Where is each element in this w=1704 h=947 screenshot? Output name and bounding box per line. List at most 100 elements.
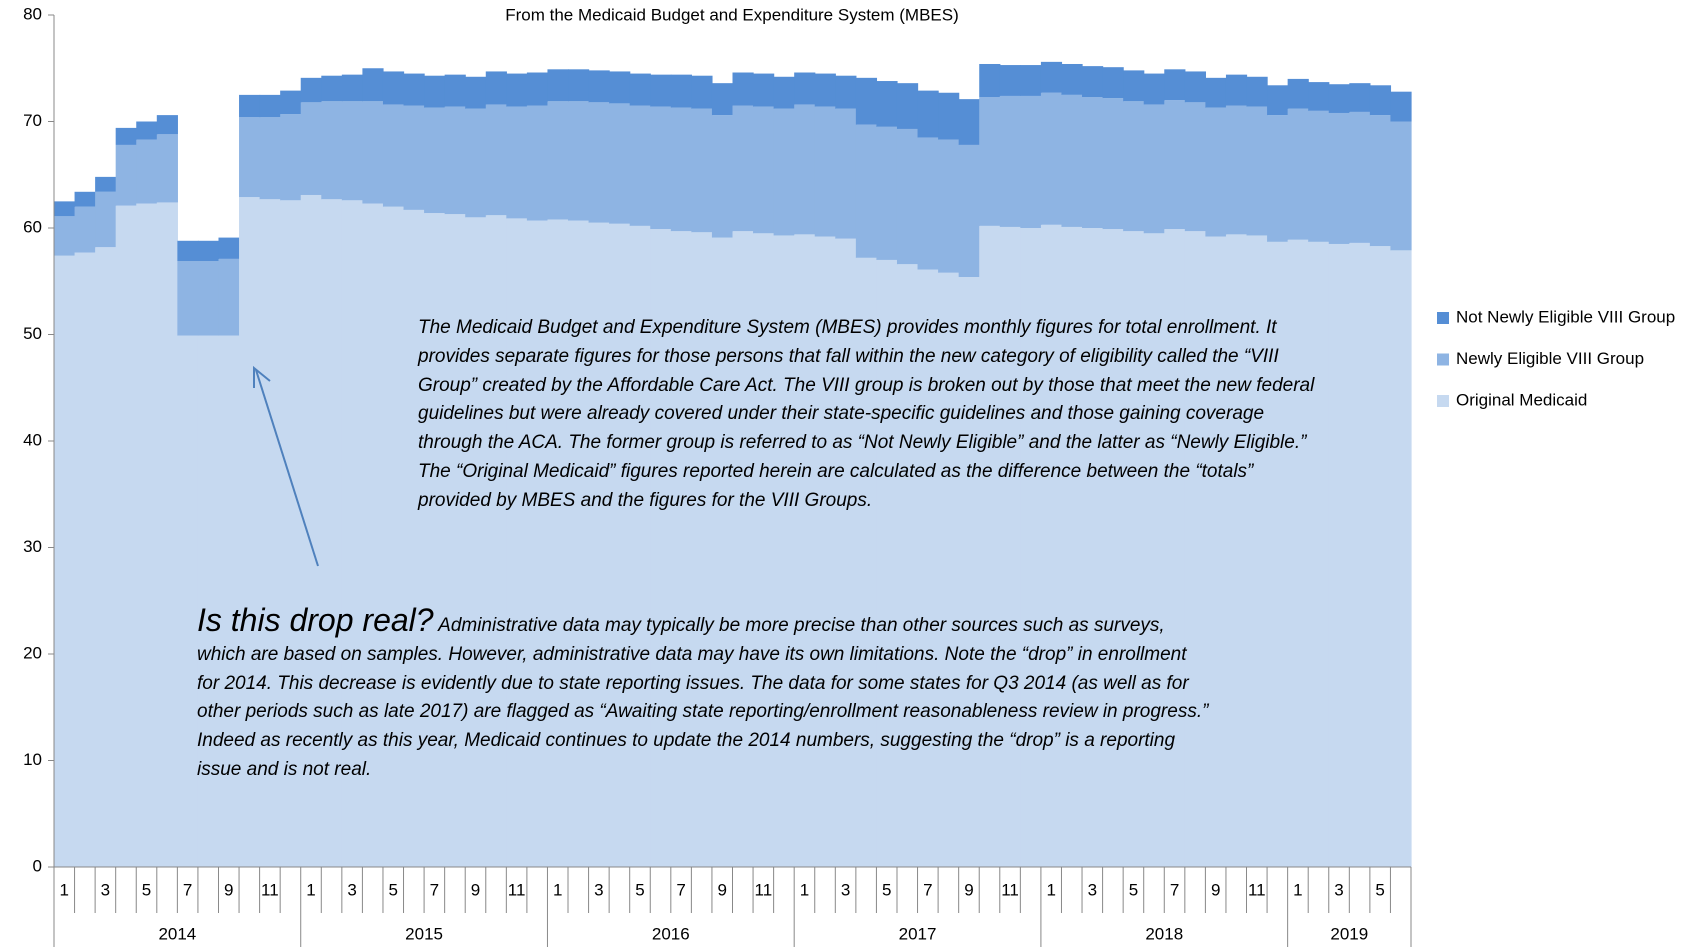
y-tick-label: 70: [23, 111, 42, 130]
bar-segment: [465, 76, 487, 109]
bar-segment: [1225, 105, 1248, 235]
bar-segment: [485, 215, 507, 868]
bar-segment: [855, 77, 878, 125]
bar-segment: [814, 106, 836, 237]
bar-segment: [629, 73, 651, 106]
bar-segment: [917, 269, 939, 867]
year-label: 2017: [899, 924, 937, 943]
arrow: [255, 369, 319, 567]
bar-segment: [691, 108, 713, 233]
bar-segment: [1287, 239, 1309, 868]
x-tick-label: 11: [755, 880, 773, 899]
bar-segment: [403, 73, 425, 106]
bar-segment: [547, 219, 569, 868]
bar-segment: [979, 97, 1001, 226]
bar-segment: [1102, 229, 1124, 867]
bar-segment: [424, 213, 446, 868]
bar-segment: [691, 75, 713, 109]
bar-segment: [321, 101, 343, 200]
bar-segment: [1246, 76, 1268, 107]
bar-segment: [670, 107, 692, 232]
bar-segment: [670, 231, 692, 867]
bar-segment: [732, 231, 754, 867]
bar-segment: [999, 226, 1021, 867]
bar-segment: [1328, 243, 1350, 868]
bar-segment: [1143, 233, 1165, 867]
x-tick-label: 11: [508, 880, 526, 899]
bar-segment: [938, 139, 960, 273]
bar-segment: [239, 117, 261, 198]
bar-segment: [526, 105, 549, 221]
bar-segment: [547, 69, 569, 102]
bar-segment: [1225, 74, 1248, 106]
bar-segment: [1082, 97, 1104, 228]
bar-segment: [444, 106, 466, 215]
bar-segment: [218, 258, 240, 336]
bar-segment: [239, 94, 261, 118]
bar-segment: [979, 63, 1001, 98]
bar-segment: [629, 225, 651, 867]
bar-segment: [300, 194, 322, 868]
bar-segment: [609, 223, 631, 868]
bar-segment: [1040, 92, 1063, 225]
bar-segment: [999, 65, 1021, 96]
bar-segment: [568, 69, 590, 102]
bar-segment: [773, 235, 795, 867]
bar-segment: [753, 73, 775, 107]
bar-segment: [958, 144, 980, 277]
bar-segment: [1020, 95, 1042, 228]
bar-segment: [1061, 94, 1083, 227]
bar-segment: [74, 252, 96, 867]
y-tick-label: 40: [23, 430, 42, 449]
bar-segment: [382, 71, 405, 105]
bar-segment: [979, 225, 1001, 867]
bar-segment: [938, 92, 960, 140]
x-tick-label: 3: [1334, 880, 1343, 899]
x-tick-label: 5: [1129, 880, 1138, 899]
bar-segment: [54, 255, 76, 867]
bar-segment: [938, 272, 960, 868]
bar-segment: [753, 106, 775, 234]
bar-segment: [1390, 250, 1412, 868]
x-tick-label: 9: [964, 880, 973, 899]
bar-segment: [1369, 115, 1392, 247]
bar-segment: [403, 105, 425, 210]
bar-segment: [115, 127, 137, 145]
bar-segment: [485, 71, 507, 105]
bar-segment: [917, 90, 939, 138]
x-tick-label: 3: [594, 880, 603, 899]
bar-segment: [177, 335, 199, 867]
bar-segment: [1246, 235, 1268, 867]
bar-segment: [876, 81, 898, 127]
legend-swatch: [1437, 353, 1449, 366]
bar-segment: [506, 106, 528, 219]
bar-segment: [835, 108, 857, 239]
x-tick-label: 1: [800, 880, 809, 899]
x-tick-label: 7: [430, 880, 439, 899]
bar-segment: [197, 261, 220, 336]
bar-segment: [177, 240, 199, 262]
bar-segment: [1246, 106, 1268, 236]
bar-segment: [465, 108, 487, 218]
bar-segment: [1143, 104, 1165, 234]
bar-segment: [444, 214, 466, 867]
bar-segment: [280, 90, 302, 115]
bar-segment: [280, 200, 302, 867]
x-tick-label: 1: [306, 880, 315, 899]
bar-segment: [1143, 73, 1165, 105]
y-tick-label: 20: [23, 643, 42, 662]
y-tick-label: 10: [23, 750, 42, 769]
bar-segment: [115, 205, 137, 867]
bar-segment: [506, 218, 528, 868]
bar-segment: [1267, 241, 1289, 868]
x-tick-label: 7: [1170, 880, 1179, 899]
x-tick-label: 9: [471, 880, 480, 899]
chart-title: From the Medicaid Budget and Expenditure…: [505, 5, 959, 24]
bar-segment: [1225, 234, 1248, 867]
bar-segment: [1061, 63, 1083, 95]
bar-segment: [896, 128, 919, 265]
bar-segment: [794, 104, 816, 235]
x-tick-label: 9: [224, 880, 233, 899]
bar-segment: [794, 234, 816, 867]
